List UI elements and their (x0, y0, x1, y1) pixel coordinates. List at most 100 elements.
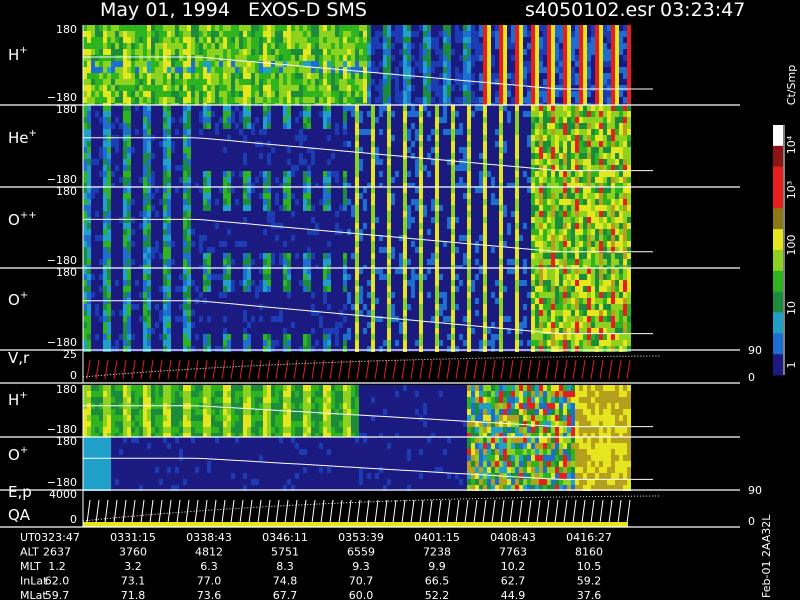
spectrogram-cell (155, 211, 159, 217)
spectrogram-cell (135, 117, 139, 123)
spectrogram-cell (119, 171, 123, 177)
spectrogram-cell (115, 73, 119, 79)
spectrogram-cell (503, 61, 507, 67)
spectrogram-cell (563, 85, 567, 91)
spectrogram-cell (251, 141, 255, 147)
spectrogram-cell (163, 205, 167, 211)
spectrogram-cell (235, 141, 239, 147)
spectrogram-cell (311, 247, 315, 253)
spectrogram-cell (183, 79, 187, 85)
spectrogram-cell (275, 205, 279, 211)
spectrogram-cell (579, 135, 583, 141)
spectrogram-cell (495, 165, 499, 171)
spectrogram-cell (507, 111, 511, 117)
spectrogram-cell (379, 105, 383, 111)
spectrogram-cell (155, 79, 159, 85)
spectrogram-cell (123, 159, 127, 165)
spectrogram-cell (127, 73, 131, 79)
spectrogram-cell (155, 187, 159, 193)
spectrogram-cell (591, 49, 595, 55)
spectrogram-cell (623, 37, 627, 43)
spectrogram-cell (407, 31, 411, 37)
spectrogram-cell (339, 97, 343, 103)
spectrogram-cell (447, 129, 451, 135)
spectrogram-cell (199, 171, 203, 177)
spectrogram-cell (343, 211, 347, 217)
spectrogram-cell (499, 31, 503, 37)
spectrogram-cell (439, 105, 443, 111)
spectrogram-cell (395, 55, 399, 61)
title: May 01, 1994 EXOS-D SMS (100, 0, 367, 21)
spectrogram-cell (427, 135, 431, 141)
spectrogram-cell (559, 79, 563, 85)
spectrogram-cell (199, 79, 203, 85)
spectrogram-cell (119, 165, 123, 171)
spectrogram-cell (599, 177, 603, 183)
spectrogram-cell (407, 129, 411, 135)
spectrogram-cell (399, 211, 403, 217)
spectrogram-cell (519, 123, 523, 129)
spectrogram-cell (139, 241, 143, 247)
spectrogram-cell (591, 135, 595, 141)
spectrogram-cell (135, 183, 139, 189)
spectrogram-cell (335, 177, 339, 183)
spectrogram-cell (299, 37, 303, 43)
spectrogram-cell (403, 79, 407, 85)
spectrogram-cell (199, 67, 203, 73)
spectrogram-cell (275, 79, 279, 85)
spectrogram-cell (335, 235, 339, 241)
spectrogram-cell (383, 49, 387, 55)
spectrogram-cell (131, 235, 135, 241)
spectrogram-cell (223, 55, 227, 61)
spectrogram-cell (399, 49, 403, 55)
spectrogram-cell (295, 37, 299, 43)
spectrogram-cell (483, 129, 487, 135)
spectrogram-cell (223, 25, 227, 31)
spectrogram-cell (475, 105, 479, 111)
spectrogram-cell (235, 223, 239, 229)
spectrogram-cell (111, 187, 115, 193)
spectrogram-cell (167, 193, 171, 199)
spectrogram-cell (231, 55, 235, 61)
spectrogram-cell (275, 111, 279, 117)
spectrogram-cell (267, 25, 271, 31)
spectrogram-cell (315, 97, 319, 103)
spectrogram-cell (291, 55, 295, 61)
spectrogram-cell (275, 229, 279, 235)
spectrogram-cell (219, 223, 223, 229)
spectrogram-cell (343, 55, 347, 61)
spectrogram-cell (355, 105, 359, 111)
spectrogram-cell (111, 205, 115, 211)
spectrogram-cell (479, 105, 483, 111)
spectrogram-cell (591, 25, 595, 31)
spectrogram-cell (495, 67, 499, 73)
spectrogram-cell (87, 211, 91, 217)
spectrogram-cell (515, 123, 519, 129)
spectrogram-cell (427, 171, 431, 177)
spectrogram-cell (407, 85, 411, 91)
spectrogram-cell (307, 235, 311, 241)
spectrogram-cell (315, 153, 319, 159)
spectrogram-cell (359, 61, 363, 67)
spectrogram-cell (447, 153, 451, 159)
spectrogram-cell (507, 67, 511, 73)
spectrogram-cell (175, 247, 179, 253)
spectrogram-cell (479, 25, 483, 31)
spectrogram-cell (563, 25, 567, 31)
spectrogram-cell (315, 43, 319, 49)
spectrogram-cell (351, 171, 355, 177)
spectrogram-cell (471, 135, 475, 141)
spectrogram-cell (539, 111, 543, 117)
spectrogram-cell (95, 61, 99, 67)
spectrogram-cell (263, 177, 267, 183)
spectrogram-cell (359, 177, 363, 183)
spectrogram-cell (623, 111, 627, 117)
spectrogram-cell (427, 123, 431, 129)
spectrogram-cell (279, 123, 283, 129)
spectrogram-cell (191, 147, 195, 153)
spectrogram-cell (527, 105, 531, 111)
spectrogram-cell (179, 49, 183, 55)
spectrogram-cell (423, 43, 427, 49)
spectrogram-cell (115, 141, 119, 147)
spectrogram-cell (123, 247, 127, 253)
